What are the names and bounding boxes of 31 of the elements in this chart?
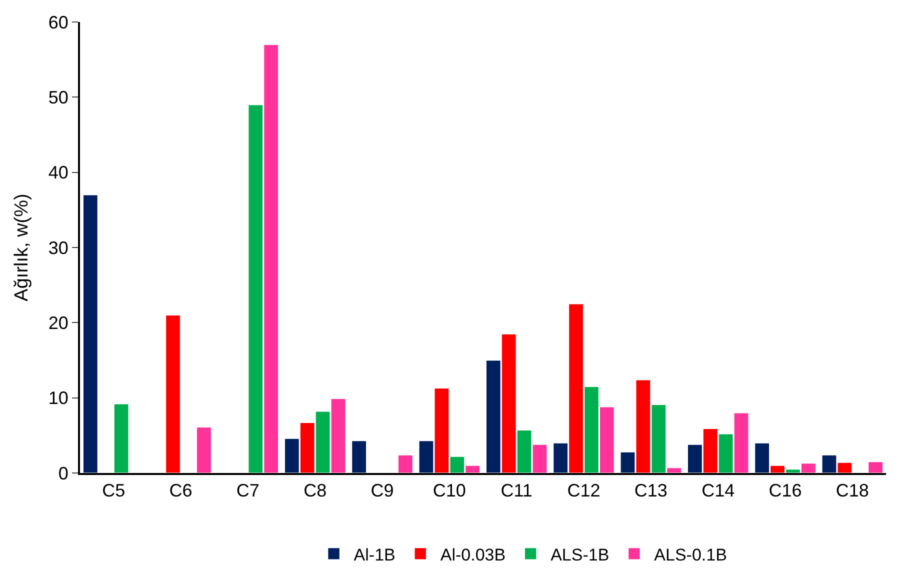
x-tick-label: C18: [836, 480, 869, 501]
y-tick-label: 50: [48, 87, 68, 108]
bar: [868, 461, 884, 473]
legend-label: Al-1B: [354, 545, 396, 564]
x-tick-label: C6: [169, 480, 192, 501]
y-tick-label: 10: [48, 388, 68, 408]
bar: [196, 426, 212, 473]
bar: [398, 454, 414, 473]
y-tick-label: 30: [48, 238, 68, 258]
y-tick-label: 20: [48, 312, 68, 333]
y-tick-label: 60: [48, 12, 68, 32]
x-tick-label: C16: [768, 480, 802, 501]
legend-label: Al-0.03B: [440, 545, 506, 564]
legend-label: ALS-1B: [550, 545, 610, 564]
y-axis-title: Ağırlık, w(%): [12, 194, 33, 302]
legend-label: ALS-0.1B: [654, 545, 727, 564]
bar: [165, 314, 181, 473]
x-tick-label: C12: [567, 480, 600, 501]
bar: [82, 194, 98, 473]
bar: [114, 403, 130, 473]
bar: [351, 440, 367, 473]
y-tick-label: 0: [58, 463, 68, 484]
x-tick-label: C7: [236, 480, 260, 501]
x-tick-label: C14: [702, 480, 735, 501]
x-tick-label: C13: [634, 480, 668, 501]
y-tick-label: 40: [48, 162, 68, 183]
x-tick-label: C10: [432, 480, 466, 501]
x-tick-label: C11: [500, 480, 532, 501]
x-tick-label: C9: [370, 480, 394, 501]
x-tick-label: C5: [102, 480, 126, 501]
x-tick-label: C8: [304, 480, 327, 501]
